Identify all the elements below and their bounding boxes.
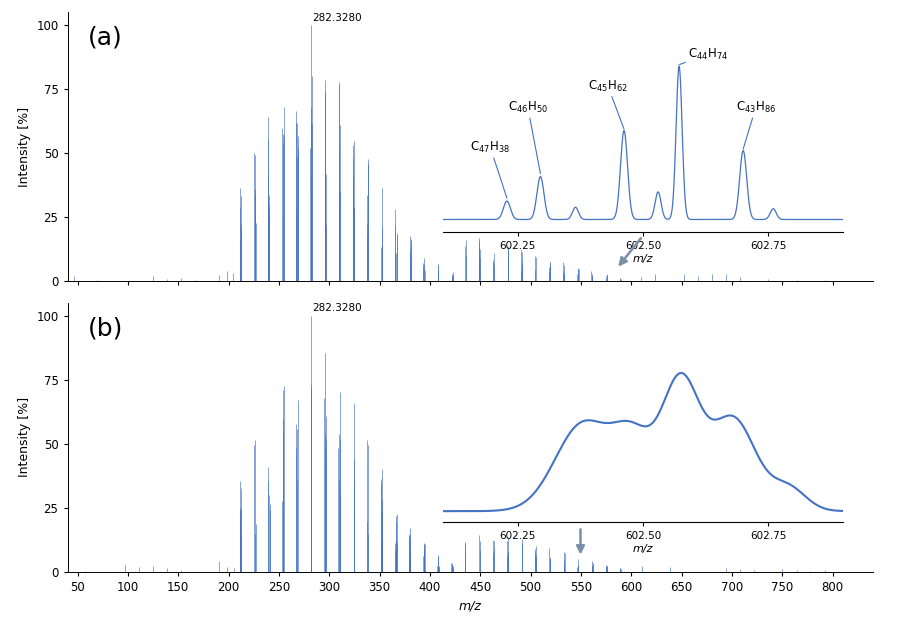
Text: $\mathregular{C_{43}H_{86}}$: $\mathregular{C_{43}H_{86}}$ xyxy=(735,100,776,149)
X-axis label: m/z: m/z xyxy=(459,599,482,612)
Text: $\mathregular{C_{46}H_{50}}$: $\mathregular{C_{46}H_{50}}$ xyxy=(508,100,548,174)
Text: $\mathregular{C_{45}H_{62}}$: $\mathregular{C_{45}H_{62}}$ xyxy=(588,78,628,129)
Text: (b): (b) xyxy=(87,316,123,341)
X-axis label: m/z: m/z xyxy=(633,253,653,263)
Text: 282.3280: 282.3280 xyxy=(312,12,363,23)
Text: (a): (a) xyxy=(87,26,122,50)
X-axis label: m/z: m/z xyxy=(633,544,653,554)
Text: 282.3280: 282.3280 xyxy=(312,303,363,313)
Y-axis label: Intensity [%]: Intensity [%] xyxy=(18,397,31,477)
Text: $\mathregular{C_{44}H_{74}}$: $\mathregular{C_{44}H_{74}}$ xyxy=(680,46,728,65)
Text: $\mathregular{C_{47}H_{38}}$: $\mathregular{C_{47}H_{38}}$ xyxy=(471,140,510,198)
Y-axis label: Intensity [%]: Intensity [%] xyxy=(18,107,31,187)
